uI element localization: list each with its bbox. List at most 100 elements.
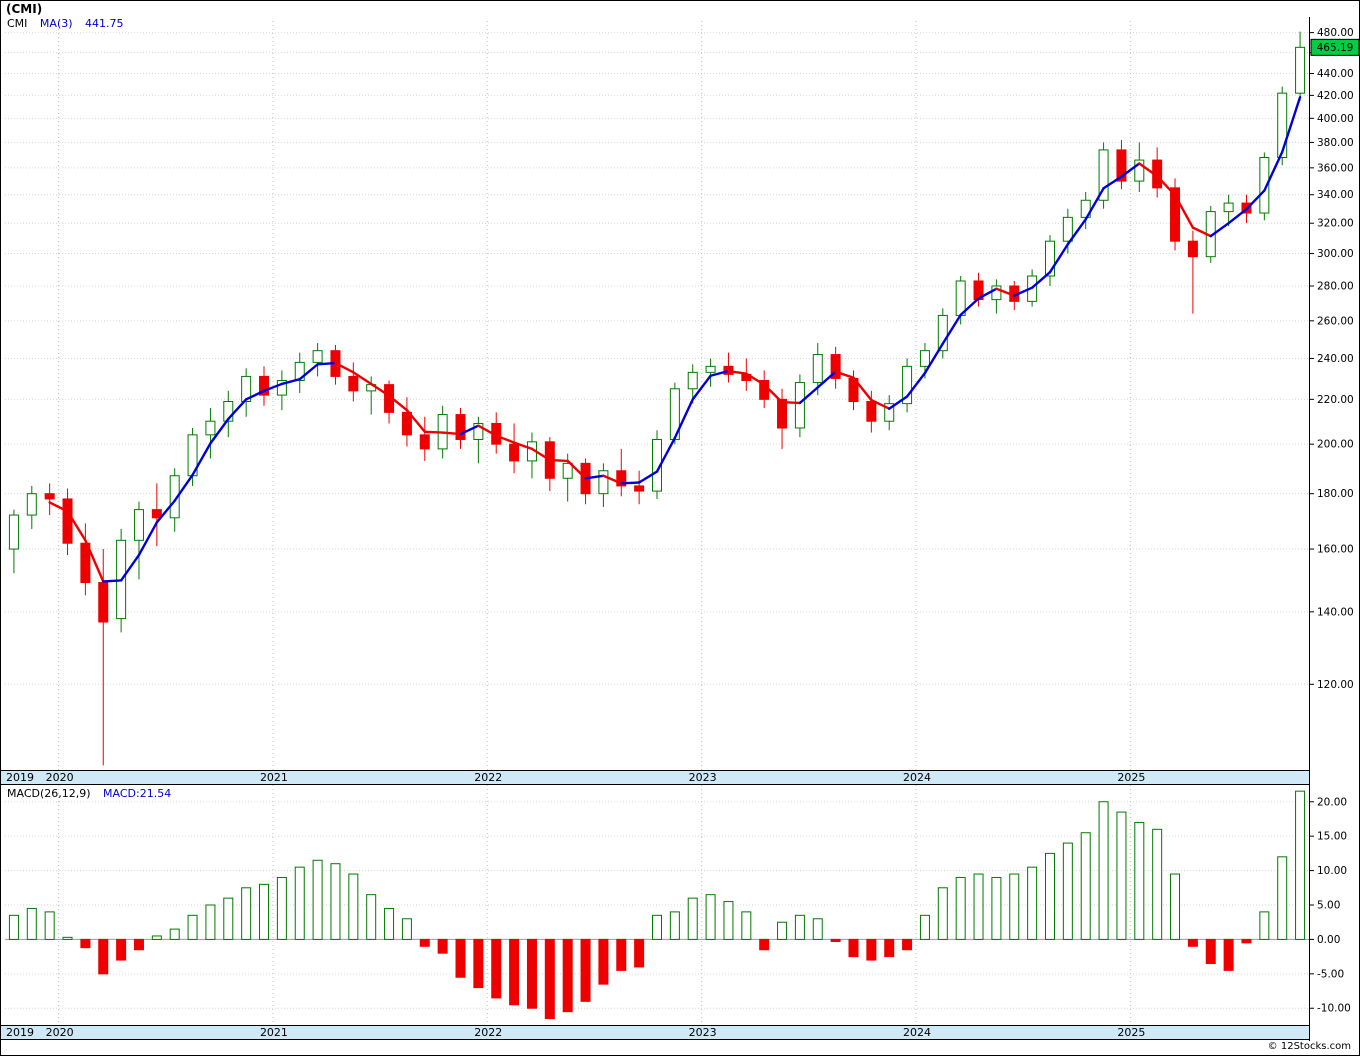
candle — [687, 371, 698, 390]
candle — [705, 365, 716, 373]
macd-bar — [955, 876, 966, 940]
macd-bar — [884, 938, 895, 958]
macd-bar — [848, 938, 859, 958]
macd-bar — [902, 938, 913, 951]
price-axis-label: 140.00 — [1317, 606, 1354, 618]
macd-bar — [741, 911, 752, 940]
macd-bars — [8, 790, 1306, 1020]
macd-axis-label: 15.00 — [1317, 831, 1347, 843]
candle — [830, 354, 841, 379]
candle — [169, 475, 180, 519]
price-axis-label: 480.00 — [1317, 27, 1354, 39]
x-axis-band-top: 2019 2020 2021 2022 2023 2024 2025 — [1, 770, 1309, 785]
macd-bar — [473, 938, 484, 989]
candle — [884, 403, 895, 422]
macd-bar — [98, 938, 109, 975]
macd-bar — [241, 887, 252, 940]
macd-bar — [830, 938, 841, 942]
price-axis-label: 240.00 — [1317, 353, 1354, 365]
price-axis-label: 340.00 — [1317, 189, 1354, 201]
macd-bar — [401, 918, 412, 940]
macd-bar — [616, 938, 627, 971]
macd-bar — [1062, 842, 1073, 940]
copyright-credit[interactable]: © 12Stocks.com — [1267, 1041, 1351, 1052]
candle — [62, 498, 73, 544]
macd-bar — [866, 938, 877, 961]
macd-bar — [1080, 832, 1091, 940]
price-axis-label: 420.00 — [1317, 90, 1354, 102]
candle — [1277, 92, 1288, 159]
candle — [598, 470, 609, 495]
macd-bar — [1044, 852, 1055, 940]
candle — [348, 375, 359, 392]
candle — [1295, 46, 1306, 94]
macd-bar — [169, 928, 180, 940]
macd-bar — [80, 938, 91, 949]
macd-value-label: MACD:21.54 — [103, 787, 172, 800]
year-label: 2025 — [1117, 771, 1146, 784]
macd-axis-label: 20.00 — [1317, 796, 1347, 808]
candle — [1170, 187, 1181, 242]
macd-bar — [384, 907, 395, 940]
macd-bar — [223, 897, 234, 940]
macd-bar — [8, 914, 19, 940]
candle — [1098, 149, 1109, 201]
macd-bar — [1134, 821, 1145, 940]
macd-bar — [312, 859, 323, 940]
macd-bar — [276, 876, 287, 940]
macd-bar — [1259, 911, 1270, 940]
macd-bar — [1295, 790, 1306, 940]
macd-indicator-label: MACD(26,12,9) — [7, 787, 91, 800]
candle — [294, 361, 305, 382]
macd-bar — [44, 911, 55, 940]
macd-bar — [259, 883, 270, 940]
macd-bar — [1116, 811, 1127, 940]
candlesticks — [8, 31, 1306, 766]
macd-axis-label: 10.00 — [1317, 865, 1347, 877]
price-axis-label: 200.00 — [1317, 439, 1354, 451]
candle — [44, 493, 55, 500]
macd-bar — [187, 914, 198, 940]
macd-bar — [1027, 866, 1038, 940]
last-price-label: 465.19 — [1317, 42, 1354, 54]
candle — [1116, 149, 1127, 182]
price-axis-label: 320.00 — [1317, 218, 1354, 230]
candle — [616, 470, 627, 487]
year-label: 2025 — [1117, 1026, 1146, 1039]
macd-bar — [1205, 938, 1216, 964]
macd-bar — [991, 876, 1002, 940]
year-label: 2022 — [474, 1026, 503, 1039]
price-axis-label: 380.00 — [1317, 137, 1354, 149]
macd-bar — [794, 914, 805, 940]
macd-bar — [133, 938, 144, 951]
macd-bar — [1098, 801, 1109, 940]
candle — [866, 400, 877, 422]
year-label: 2020 — [45, 771, 74, 784]
year-label: 2024 — [903, 1026, 931, 1039]
candle — [26, 493, 37, 516]
macd-legend: MACD(26,12,9) MACD:21.54 — [7, 787, 171, 800]
candle — [205, 420, 216, 436]
macd-bar — [777, 921, 788, 940]
candle — [133, 509, 144, 541]
candle — [98, 582, 109, 623]
candle — [794, 382, 805, 429]
page-title: (CMI) — [6, 2, 43, 16]
macd-bar — [634, 938, 645, 968]
candle — [937, 314, 948, 352]
price-axis-label: 160.00 — [1317, 544, 1354, 556]
candle — [473, 422, 484, 440]
candle — [509, 443, 520, 462]
main-chart-legend: CMI MA(3) 441.75 — [7, 17, 124, 30]
year-label: 2022 — [474, 771, 503, 784]
year-label: 2019 — [6, 771, 34, 784]
year-label: 2020 — [45, 1026, 74, 1039]
macd-bar — [1241, 938, 1252, 944]
candle — [1044, 240, 1055, 277]
macd-bar — [544, 938, 555, 1020]
symbol-label: CMI — [7, 17, 28, 30]
price-axis-label: 120.00 — [1317, 679, 1354, 691]
candle — [1062, 216, 1073, 242]
macd-bar — [151, 935, 162, 940]
